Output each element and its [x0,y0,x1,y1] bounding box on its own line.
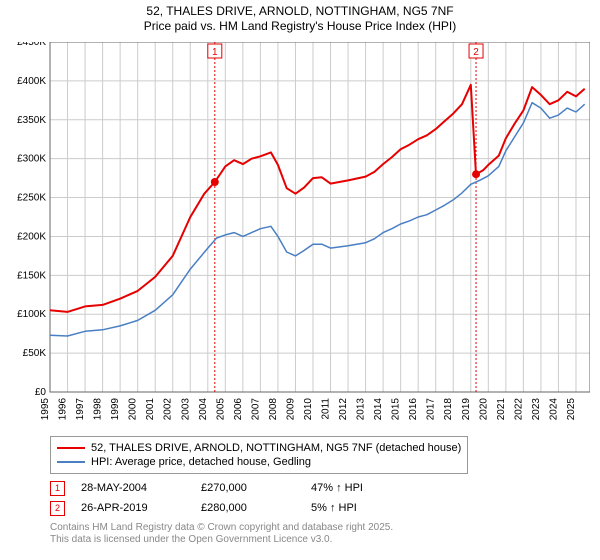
svg-text:£450K: £450K [17,42,46,48]
legend-item: 52, THALES DRIVE, ARNOLD, NOTTINGHAM, NG… [57,441,461,455]
svg-text:2: 2 [473,47,479,58]
svg-text:2022: 2022 [513,398,524,421]
svg-text:2017: 2017 [426,398,437,421]
footer-line1: Contains HM Land Registry data © Crown c… [50,522,393,534]
svg-text:2021: 2021 [496,398,507,421]
svg-text:1996: 1996 [58,398,69,421]
event-marker-icon: 1 [50,481,65,496]
svg-text:2014: 2014 [373,398,384,421]
svg-text:£250K: £250K [17,193,46,204]
svg-text:2001: 2001 [145,398,156,421]
svg-text:2011: 2011 [321,398,332,420]
transaction-events: 1 28-MAY-2004£270,00047% ↑ HPI 2 26-APR-201… [50,478,431,518]
svg-text:2012: 2012 [338,398,349,421]
svg-text:2008: 2008 [268,398,279,421]
legend-swatch [57,461,85,463]
title-line1: 52, THALES DRIVE, ARNOLD, NOTTINGHAM, NG… [0,4,600,19]
legend-label: HPI: Average price, detached house, Gedl… [91,455,311,469]
svg-text:2010: 2010 [303,398,314,421]
svg-text:£0: £0 [35,387,47,398]
event-row: 2 26-APR-2019£280,0005% ↑ HPI [50,498,431,518]
event-delta: 5% ↑ HPI [311,502,431,514]
event-marker-icon: 2 [50,501,65,516]
event-delta: 47% ↑ HPI [311,482,431,494]
svg-text:2016: 2016 [408,398,419,421]
svg-text:1997: 1997 [75,398,86,421]
svg-text:2024: 2024 [548,398,559,421]
svg-text:2000: 2000 [128,398,139,421]
svg-text:1999: 1999 [110,398,121,421]
svg-text:2023: 2023 [531,398,542,421]
legend: 52, THALES DRIVE, ARNOLD, NOTTINGHAM, NG… [50,436,590,474]
event-date: 26-APR-2019 [81,502,201,514]
svg-text:2025: 2025 [566,398,577,421]
svg-text:2020: 2020 [478,398,489,421]
svg-text:2004: 2004 [198,398,209,421]
svg-text:2005: 2005 [215,398,226,421]
svg-text:2018: 2018 [443,398,454,421]
event-date: 28-MAY-2004 [81,482,201,494]
event-price: £270,000 [201,482,311,494]
title-line2: Price paid vs. HM Land Registry's House … [0,19,600,34]
svg-text:1995: 1995 [40,398,51,421]
svg-text:£200K: £200K [17,231,46,242]
chart-title: 52, THALES DRIVE, ARNOLD, NOTTINGHAM, NG… [0,0,600,34]
svg-text:£400K: £400K [17,76,46,87]
svg-text:1: 1 [212,47,218,58]
copyright-footer: Contains HM Land Registry data © Crown c… [50,522,393,546]
price-chart: £0£50K£100K£150K£200K£250K£300K£350K£400… [50,42,590,430]
svg-text:2019: 2019 [461,398,472,421]
svg-text:2003: 2003 [180,398,191,421]
svg-text:£50K: £50K [23,348,47,359]
event-row: 1 28-MAY-2004£270,00047% ↑ HPI [50,478,431,498]
svg-text:£150K: £150K [17,270,46,281]
svg-text:2006: 2006 [233,398,244,421]
svg-text:2002: 2002 [163,398,174,421]
legend-swatch [57,447,85,449]
svg-text:2015: 2015 [391,398,402,421]
svg-text:2013: 2013 [356,398,367,421]
svg-text:2009: 2009 [285,398,296,421]
footer-line2: This data is licensed under the Open Gov… [50,534,393,546]
svg-text:1998: 1998 [93,398,104,421]
svg-text:£300K: £300K [17,154,46,165]
svg-text:£350K: £350K [17,115,46,126]
svg-text:2007: 2007 [250,398,261,421]
svg-text:£100K: £100K [17,309,46,320]
event-price: £280,000 [201,502,311,514]
legend-label: 52, THALES DRIVE, ARNOLD, NOTTINGHAM, NG… [91,441,461,455]
legend-item: HPI: Average price, detached house, Gedl… [57,455,461,469]
